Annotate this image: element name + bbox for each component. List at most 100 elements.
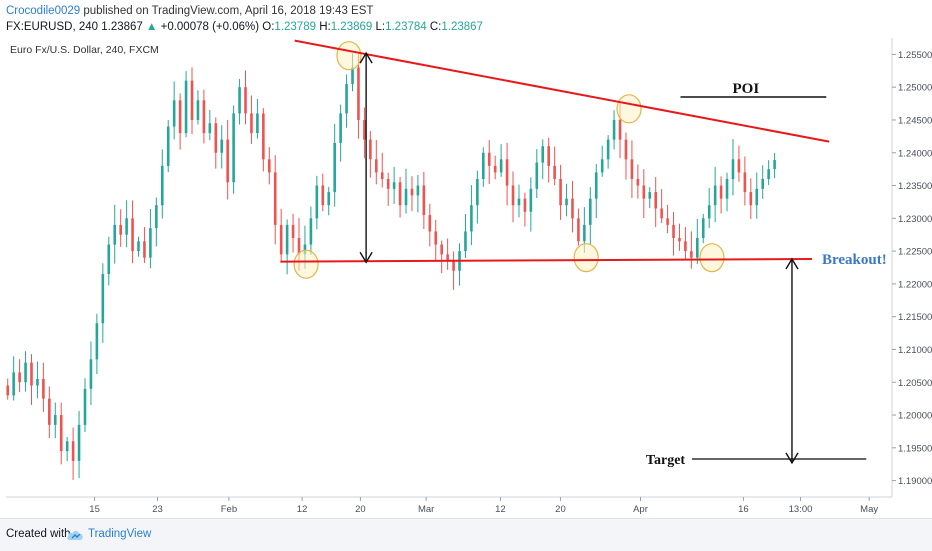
candle-body bbox=[719, 185, 723, 199]
candle-body bbox=[630, 159, 634, 179]
candle-body bbox=[624, 139, 628, 160]
candle-body bbox=[250, 113, 253, 134]
candle-body bbox=[42, 378, 45, 399]
candle-body bbox=[410, 188, 414, 196]
candle-body bbox=[386, 178, 390, 189]
author-link[interactable]: Crocodile0029 bbox=[6, 5, 81, 17]
chart-canvas[interactable]: 1.25500 1.25000 1.24500 1.24000 1.23500 1.230… bbox=[0, 38, 932, 518]
candle-body bbox=[535, 162, 539, 189]
highlight-circle bbox=[573, 243, 599, 273]
candle-body bbox=[327, 192, 331, 206]
candle-body bbox=[238, 87, 241, 114]
price-chart[interactable]: 1.25500 1.25000 1.24500 1.24000 1.23500 1.230… bbox=[0, 38, 932, 518]
y-tick-label: 1.21500 bbox=[898, 312, 932, 323]
candle-body bbox=[434, 231, 438, 245]
candle-body bbox=[773, 159, 776, 170]
candle-body bbox=[202, 100, 206, 134]
open-value: 1.23789 bbox=[274, 21, 316, 33]
candle-body bbox=[6, 385, 10, 396]
candle-body bbox=[256, 113, 259, 134]
candle-body bbox=[155, 205, 158, 229]
candle-body bbox=[363, 119, 366, 140]
candle-body bbox=[244, 87, 247, 114]
symbol-label: FX:EURUSD, 240 bbox=[6, 21, 99, 33]
highlight-circle bbox=[616, 94, 642, 124]
y-tick-label: 1.24000 bbox=[898, 148, 932, 159]
candle-body bbox=[12, 372, 15, 396]
candle-body bbox=[172, 100, 176, 127]
created-with-text: Created with bbox=[6, 528, 71, 540]
y-tick-label: 1.20000 bbox=[898, 411, 932, 422]
candle-body bbox=[380, 172, 384, 179]
y-tick-label: 1.25000 bbox=[898, 83, 932, 94]
candle-body bbox=[89, 359, 93, 389]
candle-body bbox=[690, 251, 693, 258]
candle-body bbox=[440, 244, 443, 255]
candle-body bbox=[487, 152, 491, 166]
publish-line: Crocodile0029 published on TradingView.c… bbox=[6, 4, 373, 18]
candle-body bbox=[30, 362, 33, 386]
candle-body bbox=[499, 159, 503, 173]
candle-body bbox=[648, 192, 652, 199]
candle-body bbox=[53, 415, 57, 425]
candle-body bbox=[422, 185, 426, 216]
candle-body bbox=[737, 159, 741, 173]
x-tick-label: 15 bbox=[89, 504, 100, 515]
x-tick-label: 16 bbox=[738, 504, 749, 515]
candle-body bbox=[36, 378, 39, 386]
poi-label: POI bbox=[733, 81, 760, 97]
open-label: O: bbox=[262, 21, 275, 33]
candle-body bbox=[357, 67, 360, 120]
candle-body bbox=[131, 218, 134, 252]
candle-body bbox=[214, 123, 218, 153]
candle-body bbox=[404, 188, 408, 206]
price-change: +0.00078 (+0.06%) bbox=[160, 21, 260, 33]
tradingview-cloud-icon[interactable] bbox=[66, 528, 84, 541]
candle-body bbox=[160, 165, 164, 206]
y-tick-label: 1.24500 bbox=[898, 115, 932, 126]
x-tick-label: 12 bbox=[495, 504, 506, 515]
candle-body bbox=[309, 218, 313, 245]
candle-body bbox=[416, 185, 420, 196]
candle-body bbox=[684, 241, 687, 252]
y-tick-label: 1.23000 bbox=[898, 214, 932, 225]
candle-body bbox=[642, 185, 646, 199]
x-tick-label: 20 bbox=[355, 504, 366, 515]
upper-trendline bbox=[294, 39, 830, 143]
last-price: 1.23867 bbox=[101, 21, 143, 33]
y-tick-label: 1.22500 bbox=[898, 247, 932, 258]
candle-body bbox=[481, 152, 485, 179]
candle-body bbox=[321, 185, 325, 206]
tradingview-link[interactable]: TradingView bbox=[88, 528, 152, 540]
candle-body bbox=[565, 198, 568, 206]
breakout-label: Breakout! bbox=[822, 252, 887, 268]
candle-body bbox=[398, 182, 402, 206]
candle-body bbox=[369, 139, 372, 160]
candle-body bbox=[660, 208, 663, 219]
candle-body bbox=[226, 139, 229, 183]
candle-body bbox=[511, 185, 515, 206]
candle-body bbox=[65, 441, 69, 452]
y-tick-label: 1.25500 bbox=[898, 50, 932, 61]
candle-body bbox=[672, 224, 675, 238]
candle-body bbox=[101, 274, 105, 324]
low-value: 1.23784 bbox=[385, 21, 427, 33]
candle-body bbox=[95, 323, 99, 360]
candle-body bbox=[166, 126, 170, 166]
candle-body bbox=[59, 415, 63, 452]
candle-body bbox=[220, 139, 224, 153]
y-tick-label: 1.20500 bbox=[898, 378, 932, 389]
candle-body bbox=[731, 159, 735, 179]
candle-body bbox=[529, 188, 533, 212]
close-value: 1.23867 bbox=[441, 21, 483, 33]
candle-body bbox=[184, 80, 188, 134]
candle-body bbox=[18, 372, 21, 383]
candle-body bbox=[470, 205, 473, 232]
close-label: C: bbox=[429, 21, 442, 33]
x-tick-label: 12 bbox=[297, 504, 308, 515]
candle-body bbox=[594, 172, 598, 199]
candle-body bbox=[547, 146, 550, 166]
candle-body bbox=[232, 113, 235, 183]
candle-body bbox=[743, 172, 747, 193]
x-tick-label: Mar bbox=[418, 504, 434, 515]
